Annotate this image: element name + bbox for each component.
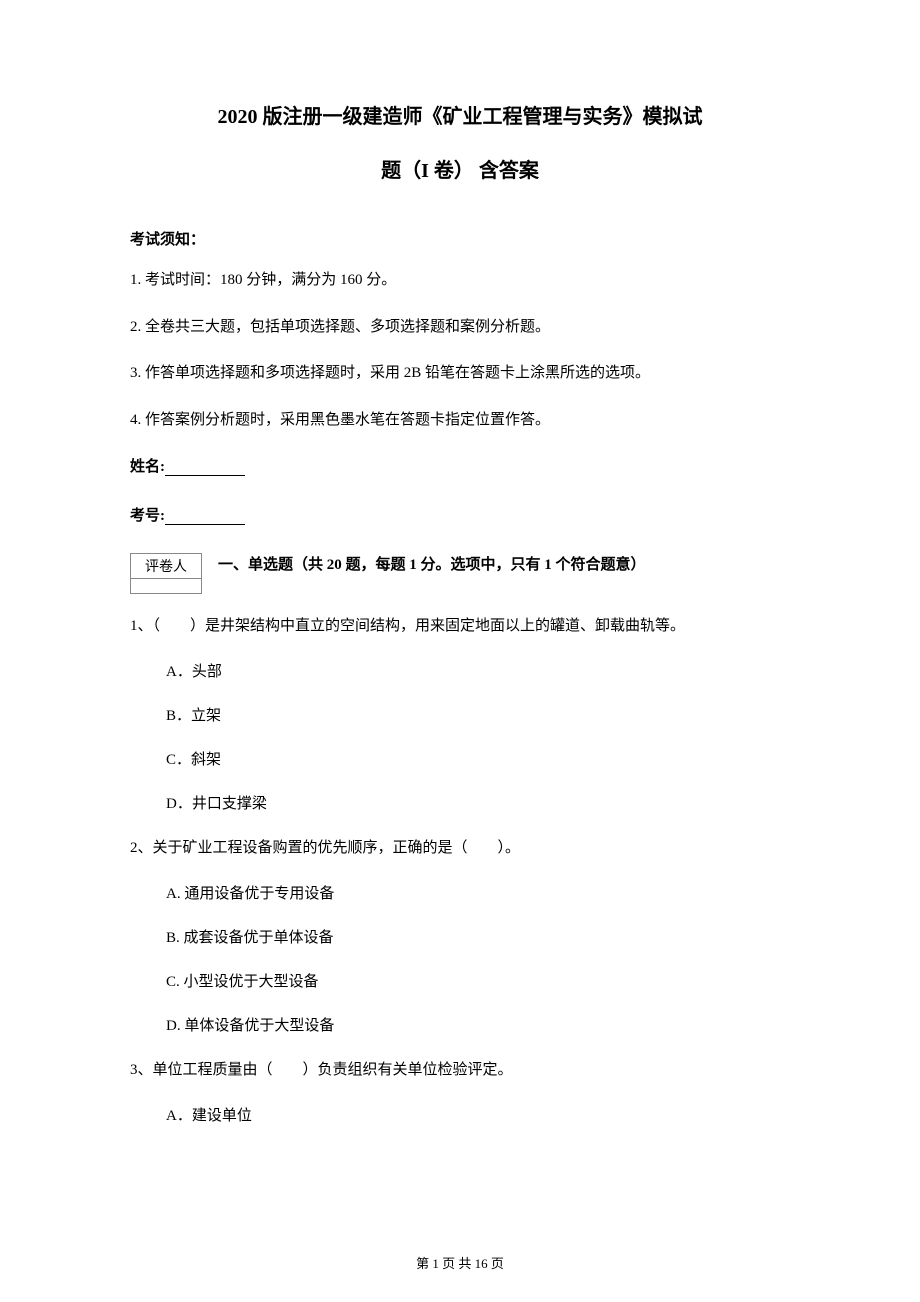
- footer-total-pages: 16: [475, 1256, 488, 1271]
- question-2-stem: 2、关于矿业工程设备购置的优先顺序，正确的是（ ）。: [130, 836, 790, 860]
- question-2-option-d: D. 单体设备优于大型设备: [166, 1014, 790, 1038]
- page-footer: 第 1 页 共 16 页: [0, 1253, 920, 1272]
- notice-label: 考试须知：: [130, 228, 790, 249]
- instruction-2: 2. 全卷共三大题，包括单项选择题、多项选择题和案例分析题。: [130, 316, 790, 339]
- instruction-1: 1. 考试时间：180 分钟，满分为 160 分。: [130, 269, 790, 292]
- scorer-label: 评卷人: [131, 554, 201, 579]
- scorer-blank: [131, 579, 201, 593]
- question-1-option-a: A．头部: [166, 660, 790, 684]
- doc-subtitle: 题（I 卷） 含答案: [130, 154, 790, 183]
- scorer-box: 评卷人: [130, 553, 202, 594]
- question-2-option-c: C. 小型设优于大型设备: [166, 970, 790, 994]
- question-1-option-c: C．斜架: [166, 748, 790, 772]
- footer-suffix: 页: [488, 1256, 504, 1271]
- question-3-option-a: A．建设单位: [166, 1104, 790, 1128]
- question-1-option-d: D．井口支撑梁: [166, 792, 790, 816]
- name-underline: [165, 475, 245, 476]
- id-label: 考号:: [130, 508, 165, 524]
- id-underline: [165, 524, 245, 525]
- document-page: 2020 版注册一级建造师《矿业工程管理与实务》模拟试 题（I 卷） 含答案 考…: [0, 0, 920, 1302]
- section-1-heading: 一、单选题（共 20 题，每题 1 分。选项中，只有 1 个符合题意）: [218, 553, 646, 574]
- question-3-stem: 3、单位工程质量由（ ）负责组织有关单位检验评定。: [130, 1058, 790, 1082]
- footer-middle: 页 共: [439, 1256, 475, 1271]
- id-field-row: 考号:: [130, 504, 790, 525]
- question-2-option-b: B. 成套设备优于单体设备: [166, 926, 790, 950]
- doc-title: 2020 版注册一级建造师《矿业工程管理与实务》模拟试: [130, 100, 790, 129]
- name-field-row: 姓名:: [130, 455, 790, 476]
- section-1-row: 评卷人 一、单选题（共 20 题，每题 1 分。选项中，只有 1 个符合题意）: [130, 553, 790, 594]
- instruction-3: 3. 作答单项选择题和多项选择题时，采用 2B 铅笔在答题卡上涂黑所选的选项。: [130, 362, 790, 385]
- instruction-4: 4. 作答案例分析题时，采用黑色墨水笔在答题卡指定位置作答。: [130, 409, 790, 432]
- name-label: 姓名:: [130, 459, 165, 475]
- question-1-stem: 1、（ ）是井架结构中直立的空间结构，用来固定地面以上的罐道、卸载曲轨等。: [130, 614, 790, 638]
- footer-prefix: 第: [416, 1256, 432, 1271]
- question-2-option-a: A. 通用设备优于专用设备: [166, 882, 790, 906]
- question-1-option-b: B．立架: [166, 704, 790, 728]
